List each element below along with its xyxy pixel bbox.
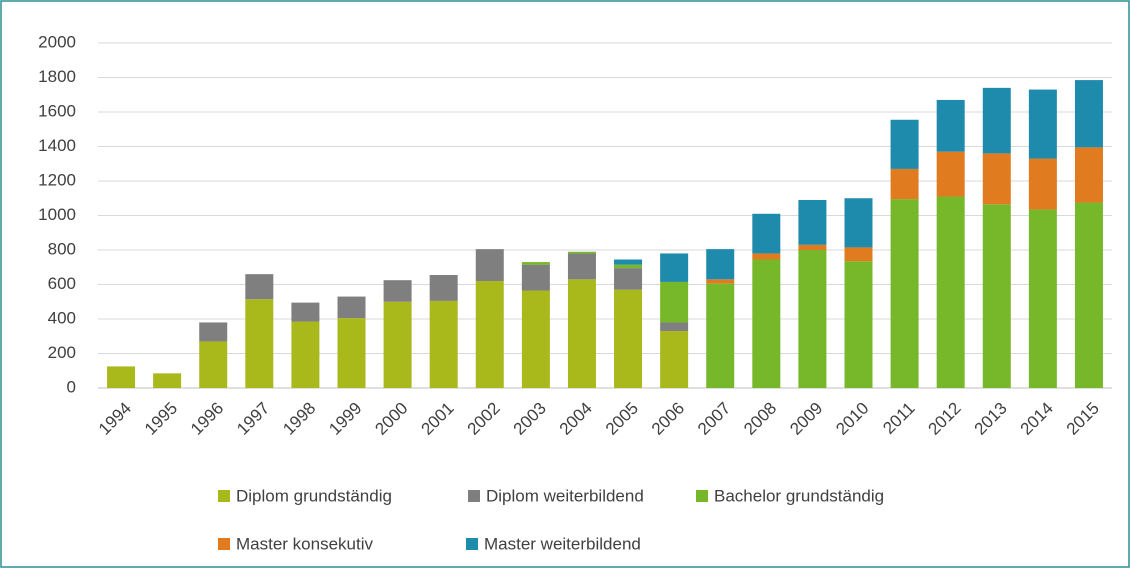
bar-segment: [245, 299, 274, 388]
legend-label: Diplom weiterbildend: [486, 486, 644, 505]
bar-segment: [567, 251, 596, 254]
bar-segment: [521, 290, 550, 388]
bar-segment: [844, 261, 873, 388]
bar-segment: [107, 366, 136, 388]
bar-segment: [798, 199, 827, 245]
legend-label: Master konsekutiv: [236, 534, 373, 553]
bar-segment: [567, 253, 596, 280]
bar-segment: [706, 279, 735, 284]
bar-segment: [798, 244, 827, 250]
bar-segment: [1028, 209, 1057, 388]
y-tick-label: 400: [48, 308, 76, 327]
legend-swatch: [466, 538, 478, 550]
bar-segment: [890, 199, 919, 388]
bar-segment: [706, 283, 735, 388]
bar-segment: [429, 300, 458, 388]
bar-segment: [982, 204, 1011, 388]
bar-segment: [798, 250, 827, 388]
legend-swatch: [696, 490, 708, 502]
y-tick-label: 1800: [38, 67, 76, 86]
bar-segment: [936, 151, 965, 197]
bar-segment: [614, 289, 643, 388]
bar-segment: [890, 168, 919, 200]
bar-segment: [1028, 89, 1057, 159]
bar-segment: [844, 247, 873, 262]
bar-segment: [567, 279, 596, 388]
y-tick-label: 1600: [38, 101, 76, 120]
y-tick-label: 1000: [38, 205, 76, 224]
bar-segment: [1074, 80, 1103, 148]
bar-segment: [844, 198, 873, 248]
bar-segment: [890, 119, 919, 169]
y-tick-label: 1200: [38, 170, 76, 189]
bar-segment: [245, 274, 274, 300]
bar-segment: [936, 196, 965, 388]
legend-label: Diplom grundständig: [236, 486, 392, 505]
bar-segment: [1074, 202, 1103, 388]
bar-segment: [199, 341, 228, 388]
y-tick-label: 0: [67, 377, 76, 396]
y-tick-label: 200: [48, 343, 76, 362]
y-tick-label: 1400: [38, 136, 76, 155]
legend-swatch: [218, 538, 230, 550]
bar-segment: [614, 268, 643, 290]
bar-segment: [521, 262, 550, 265]
bar-segment: [337, 318, 366, 388]
y-tick-label: 800: [48, 239, 76, 258]
bar-segment: [982, 153, 1011, 205]
bar-segment: [475, 249, 504, 282]
bar-segment: [660, 281, 689, 323]
bar-segment: [521, 264, 550, 291]
y-tick-label: 600: [48, 274, 76, 293]
legend-label: Master weiterbildend: [484, 534, 641, 553]
bar-segment: [752, 213, 781, 254]
bar-segment: [291, 321, 320, 388]
bar-segment: [383, 280, 412, 302]
bar-segment: [614, 259, 643, 265]
bar-segment: [752, 253, 781, 260]
bar-segment: [614, 264, 643, 269]
bar-segment: [337, 296, 366, 319]
bar-segment: [936, 99, 965, 152]
legend-label: Bachelor grundständig: [714, 486, 884, 505]
bar-segment: [153, 373, 182, 388]
bar-segment: [1028, 158, 1057, 210]
bar-segment: [429, 275, 458, 301]
bar-segment: [199, 322, 228, 342]
bar-segment: [660, 322, 689, 332]
bar-segment: [706, 249, 735, 280]
bar-segment: [475, 281, 504, 388]
bar-segment: [752, 259, 781, 388]
legend-swatch: [218, 490, 230, 502]
bar-segment: [1074, 147, 1103, 203]
bar-segment: [383, 301, 412, 388]
bar-segment: [660, 331, 689, 388]
bar-segment: [660, 253, 689, 282]
y-tick-label: 2000: [38, 32, 76, 51]
bar-segment: [291, 302, 320, 322]
bar-segment: [982, 87, 1011, 154]
legend-swatch: [468, 490, 480, 502]
